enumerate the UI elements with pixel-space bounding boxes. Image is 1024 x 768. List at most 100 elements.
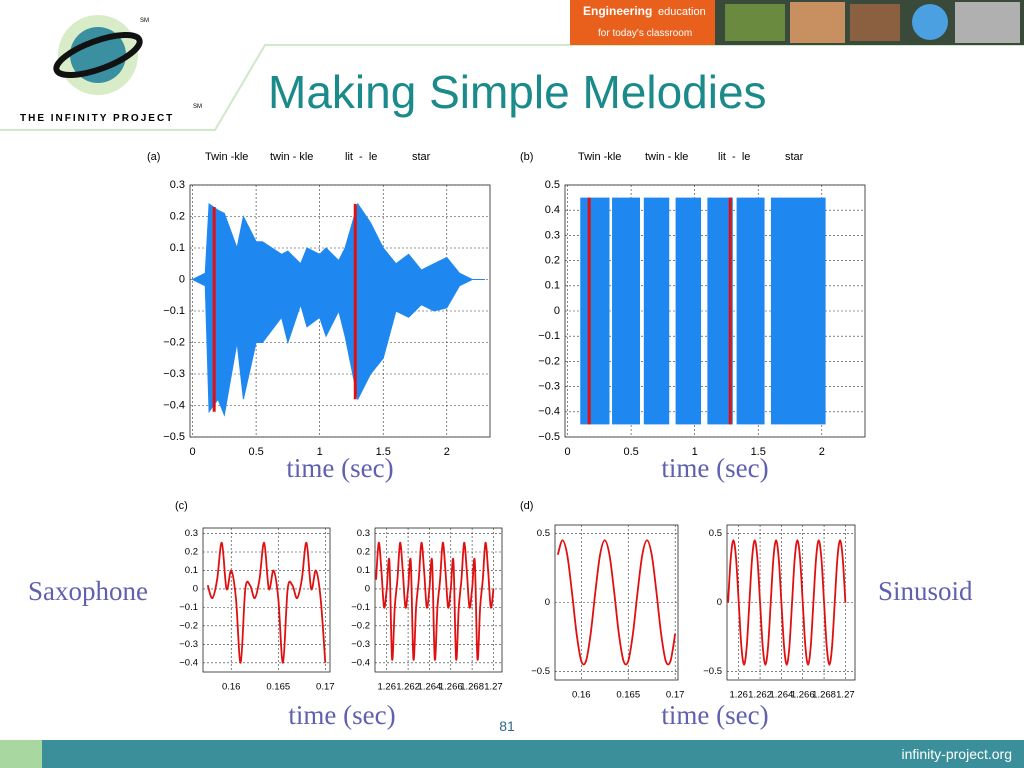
x-tick-label: 0	[189, 446, 195, 458]
x-tick-label: 2	[819, 446, 825, 458]
side-label: Saxophone	[28, 576, 148, 606]
syllable: lit - le	[345, 151, 377, 163]
x-axis-label: time (sec)	[661, 453, 768, 483]
y-tick-label: −0.4	[538, 406, 560, 418]
x-tick-label: 0	[564, 446, 570, 458]
syllable: star	[412, 151, 431, 163]
tone-block	[736, 197, 765, 425]
footer-text: infinity-project.org	[902, 746, 1013, 762]
x-tick-label: 1	[692, 446, 698, 458]
x-tick-label: 1.27	[484, 682, 503, 693]
x-tick-label: 1	[317, 446, 323, 458]
syllable: twin - kle	[645, 151, 688, 163]
y-tick-label: −0.5	[163, 431, 185, 443]
x-tick-label: 1.264	[770, 690, 794, 701]
x-tick-label: 1.27	[836, 690, 855, 701]
tone-block	[580, 197, 610, 425]
y-tick-label: 0.1	[357, 565, 370, 576]
y-tick-label: −0.2	[351, 620, 370, 631]
x-axis-label: time (sec)	[288, 700, 395, 730]
x-tick-label: 1.266	[439, 682, 463, 693]
x-tick-label: 0.5	[623, 446, 638, 458]
y-tick-label: −0.3	[351, 639, 370, 650]
waveform	[191, 202, 485, 417]
x-tick-label: 1.262	[396, 682, 420, 693]
y-tick-label: 0.3	[545, 229, 560, 241]
y-tick-label: 0.5	[537, 528, 550, 539]
y-tick-label: 0.1	[170, 242, 185, 254]
y-tick-label: 0.3	[357, 528, 370, 539]
y-tick-label: −0.3	[538, 381, 560, 393]
x-tick-label: 0.165	[266, 682, 290, 693]
photo	[725, 4, 785, 41]
y-tick-label: 0	[193, 583, 198, 594]
syllable: Twin -kle	[578, 151, 621, 163]
x-tick-label: 1.268	[460, 682, 484, 693]
panel-label: (b)	[520, 151, 533, 163]
y-tick-label: 0	[545, 597, 550, 608]
y-tick-label: 0.4	[545, 204, 560, 216]
y-tick-label: −0.4	[351, 657, 370, 668]
x-tick-label: 1.5	[376, 446, 391, 458]
y-tick-label: 0.2	[545, 255, 560, 267]
y-tick-label: 0	[179, 273, 185, 285]
y-tick-label: 0.2	[170, 210, 185, 222]
y-tick-label: −0.5	[531, 666, 550, 677]
y-tick-label: 0.1	[185, 565, 198, 576]
y-tick-label: −0.3	[163, 368, 185, 380]
x-tick-label: 0.5	[248, 446, 263, 458]
x-tick-label: 1.5	[751, 446, 766, 458]
photo	[955, 2, 1020, 43]
x-tick-label: 1.264	[418, 682, 442, 693]
page-number: 81	[499, 718, 515, 734]
syllable: star	[785, 151, 804, 163]
y-tick-label: 0.3	[185, 528, 198, 539]
y-tick-label: −0.3	[179, 639, 198, 650]
tone-block	[770, 197, 826, 425]
syllable: Twin -kle	[205, 151, 248, 163]
logo-planet	[70, 27, 126, 83]
y-tick-label: −0.5	[703, 666, 722, 677]
tone-block	[707, 197, 733, 425]
syllable: lit - le	[718, 151, 750, 163]
service-mark: SM	[140, 18, 149, 24]
logo	[53, 15, 143, 95]
tone-block	[643, 197, 670, 425]
y-tick-label: −0.5	[538, 431, 560, 443]
tone-block	[612, 197, 640, 425]
x-axis-label: time (sec)	[661, 700, 768, 730]
signal-line	[206, 541, 327, 664]
y-tick-label: −0.4	[179, 657, 198, 668]
y-tick-label: 0	[365, 583, 370, 594]
photo	[850, 4, 900, 41]
logo-name: THE INFINITY PROJECT	[20, 113, 174, 124]
y-tick-label: −0.1	[538, 330, 560, 342]
footer-bar	[0, 740, 1024, 768]
y-tick-label: 0.2	[357, 547, 370, 558]
signal-line	[727, 539, 847, 666]
x-tick-label: 0.16	[222, 682, 241, 693]
y-tick-label: 0	[717, 597, 722, 608]
slide-title: Making Simple Melodies	[268, 66, 767, 118]
y-tick-label: −0.2	[538, 355, 560, 367]
y-tick-label: 0.5	[709, 528, 722, 539]
y-tick-label: 0.5	[545, 179, 560, 191]
side-label: Sinusoid	[878, 576, 973, 606]
photo	[790, 2, 845, 43]
y-tick-label: 0.3	[170, 179, 185, 191]
y-tick-label: −0.2	[179, 620, 198, 631]
footer-square	[0, 740, 42, 768]
tone-block	[675, 197, 702, 425]
y-tick-label: −0.1	[179, 602, 198, 613]
y-tick-label: −0.1	[351, 602, 370, 613]
logo-ring	[53, 32, 143, 78]
brand-suffix: education	[658, 6, 706, 18]
x-tick-label: 1.262	[748, 690, 772, 701]
panel-label: (c)	[175, 500, 188, 512]
x-tick-label: 1.26	[729, 690, 748, 701]
signal-line	[375, 541, 495, 661]
syllable: twin - kle	[270, 151, 313, 163]
x-tick-label: 0.17	[666, 690, 685, 701]
y-tick-label: −0.1	[163, 305, 185, 317]
